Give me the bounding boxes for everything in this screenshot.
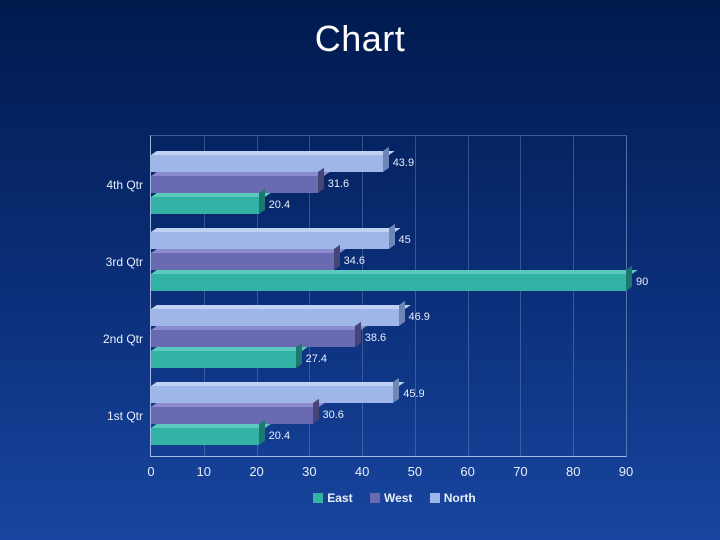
plot-area: 01020304050607080904th Qtr43.931.620.43r… [150,135,627,457]
bar-value-label: 46.9 [409,311,430,323]
bar-west: 34.6 [151,253,334,270]
legend-swatch-east [313,493,323,503]
gridline [626,136,627,456]
y-category-label: 1st Qtr [85,409,143,423]
gridline [362,136,363,456]
x-tick-label: 30 [302,464,316,479]
bar-east: 20.4 [151,428,259,445]
y-category-label: 4th Qtr [85,178,143,192]
legend-label-east: East [327,491,352,505]
legend-label-west: West [384,491,412,505]
bar-north: 45 [151,232,389,249]
bar-west: 38.6 [151,330,355,347]
bar-east: 20.4 [151,197,259,214]
y-category-label: 2nd Qtr [85,332,143,346]
bar-north: 45.9 [151,386,393,403]
x-tick-label: 70 [513,464,527,479]
bar-value-label: 38.6 [365,332,386,344]
gridline [520,136,521,456]
x-tick-label: 40 [355,464,369,479]
x-tick-label: 20 [249,464,263,479]
bar-value-label: 90 [636,276,648,288]
bar-east: 90 [151,274,626,291]
bar-north: 46.9 [151,309,399,326]
bar-value-label: 27.4 [306,353,327,365]
legend-label-north: North [444,491,476,505]
legend-swatch-north [430,493,440,503]
chart: 01020304050607080904th Qtr43.931.620.43r… [150,135,625,455]
x-tick-label: 0 [147,464,154,479]
x-tick-label: 90 [619,464,633,479]
bar-value-label: 34.6 [344,255,365,267]
legend-swatch-west [370,493,380,503]
bar-east: 27.4 [151,351,296,368]
bar-value-label: 45 [399,234,411,246]
bar-west: 31.6 [151,176,318,193]
x-tick-label: 10 [197,464,211,479]
legend: East West North [150,490,625,505]
x-tick-label: 50 [408,464,422,479]
y-category-label: 3rd Qtr [85,255,143,269]
chart-title: Chart [0,0,720,60]
bar-value-label: 20.4 [269,430,290,442]
x-tick-label: 80 [566,464,580,479]
bar-value-label: 31.6 [328,178,349,190]
bar-value-label: 45.9 [403,388,424,400]
gridline [468,136,469,456]
x-tick-label: 60 [460,464,474,479]
bar-value-label: 43.9 [393,157,414,169]
gridline [573,136,574,456]
bar-north: 43.9 [151,155,383,172]
gridline [415,136,416,456]
bar-west: 30.6 [151,407,313,424]
bar-value-label: 30.6 [323,409,344,421]
bar-value-label: 20.4 [269,199,290,211]
